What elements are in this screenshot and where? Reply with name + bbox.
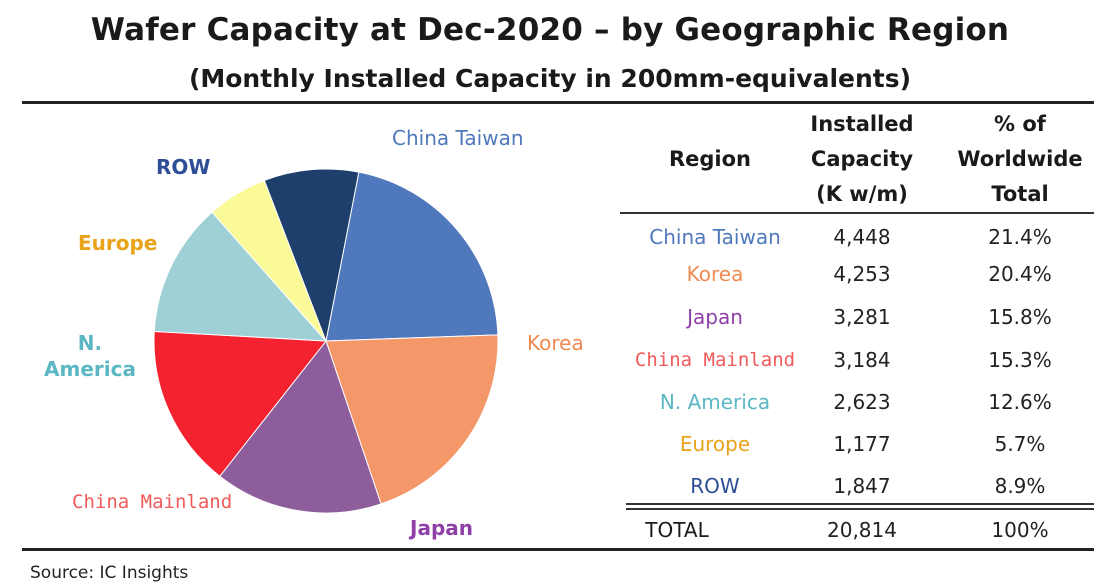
pie-label-china-mainland: China Mainland (72, 491, 233, 513)
top-rule (22, 101, 1094, 104)
table-row: ROW 1,847 8.9% (600, 466, 1100, 506)
total-rule (626, 508, 1094, 510)
table-cell-region: Japan (687, 305, 743, 329)
table-cell-capacity: 4,253 (833, 262, 891, 286)
pie-label-china-taiwan: China Taiwan (392, 126, 524, 150)
table-cell-percent: 12.6% (988, 390, 1052, 414)
pie-label-row: ROW (156, 155, 211, 179)
table-header-region: Region (668, 147, 752, 171)
table-header-percent-line1: % of (994, 112, 1046, 136)
total-rule (626, 503, 1094, 505)
table-cell-region: Korea (686, 262, 744, 286)
table-header-capacity-line1: Installed (810, 112, 914, 136)
table-cell-region: China Taiwan (649, 225, 781, 249)
table-cell-capacity: 2,623 (833, 390, 891, 414)
table-row: China Taiwan 4,448 21.4% (600, 217, 1100, 257)
table-total-percent: 100% (991, 518, 1049, 542)
table-cell-region: ROW (690, 474, 740, 498)
table-cell-region: Europe (679, 432, 751, 456)
chart-subtitle: (Monthly Installed Capacity in 200mm-equ… (188, 64, 912, 93)
chart-title: Wafer Capacity at Dec-2020 – by Geograph… (90, 12, 1010, 48)
table-cell-capacity: 3,281 (833, 305, 891, 329)
table-row: Japan 3,281 15.8% (600, 297, 1100, 337)
table-cell-capacity: 1,847 (833, 474, 891, 498)
table-cell-percent: 15.8% (988, 305, 1052, 329)
pie-slice-row (263, 168, 360, 343)
pie-slice-japan (219, 339, 382, 514)
table-cell-region: China Mainland (634, 349, 796, 371)
pie-label-n-america-line2: America (44, 357, 136, 381)
pie-chart (153, 168, 499, 514)
pie-label-japan: Japan (410, 516, 473, 540)
pie-slice-n-america (153, 211, 328, 342)
table-cell-capacity: 3,184 (833, 348, 891, 372)
table-cell-percent: 8.9% (994, 474, 1046, 498)
pie-label-n-america-line1: N. (77, 331, 103, 355)
table-header-percent-line2: Worldwide (957, 147, 1083, 171)
table-header-percent-line3: Total (991, 182, 1049, 206)
pie-label-n-america: N. America (44, 330, 136, 382)
pie-slice-korea (325, 334, 499, 505)
table-header-percent: % of Worldwide Total (945, 107, 1095, 212)
table-cell-percent: 20.4% (988, 262, 1052, 286)
table-total-label: TOTAL (645, 518, 709, 542)
source-note: Source: IC Insights (30, 563, 189, 583)
table-header-capacity-line3: (K w/m) (816, 182, 908, 206)
table-row: China Mainland 3,184 15.3% (600, 340, 1100, 380)
table-row: N. America 2,623 12.6% (600, 382, 1100, 422)
table-header-rule (620, 212, 1094, 214)
table-cell-percent: 5.7% (994, 432, 1046, 456)
table-cell-capacity: 1,177 (833, 432, 891, 456)
pie-label-europe: Europe (78, 231, 158, 255)
pie-label-korea: Korea (527, 331, 584, 355)
pie-slice-china-mainland (153, 330, 327, 477)
table-row: Europe 1,177 5.7% (600, 424, 1100, 464)
table-cell-percent: 15.3% (988, 348, 1052, 372)
table-total-row: TOTAL 20,814 100% (600, 510, 1100, 550)
table-header-capacity: Installed Capacity (K w/m) (792, 107, 932, 212)
pie-slice-china-taiwan (325, 171, 499, 342)
bottom-rule (22, 548, 1094, 551)
table-cell-percent: 21.4% (988, 225, 1052, 249)
table-total-capacity: 20,814 (827, 518, 897, 542)
table-row: Korea 4,253 20.4% (600, 254, 1100, 294)
table-header-capacity-line2: Capacity (810, 147, 914, 171)
table-cell-region: N. America (659, 390, 771, 414)
table-cell-capacity: 4,448 (833, 225, 891, 249)
